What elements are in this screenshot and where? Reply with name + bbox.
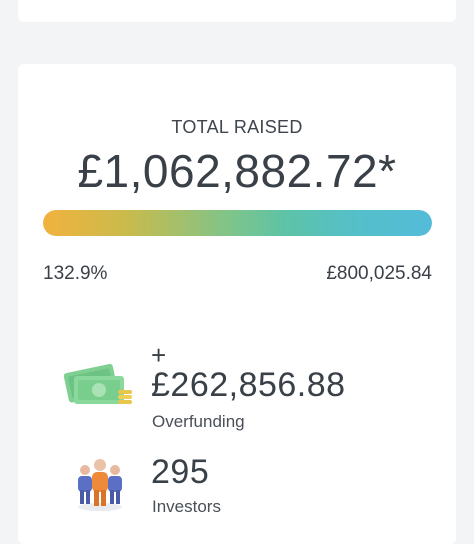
overfunding-label: Overfunding: [152, 412, 245, 431]
previous-card: [18, 0, 456, 22]
investors-label: Investors: [152, 497, 221, 516]
funding-summary-card: TOTAL RAISED £1,062,882.72* 132.9% £800,…: [18, 64, 456, 544]
total-raised-label: TOTAL RAISED: [171, 117, 303, 137]
investor-count: 295: [151, 453, 210, 491]
funded-percentage: 132.9%: [43, 263, 108, 284]
money-icon: [63, 363, 132, 404]
overfunding-plus-sign: +: [151, 340, 167, 370]
funding-target: £800,025.84: [326, 263, 432, 284]
funding-progress-bar: [43, 210, 432, 236]
people-icon: [78, 459, 122, 511]
funding-progress-fill: [43, 210, 432, 236]
overfunding-amount: £262,856.88: [151, 366, 346, 404]
total-raised-amount: £1,062,882.72*: [77, 145, 397, 197]
